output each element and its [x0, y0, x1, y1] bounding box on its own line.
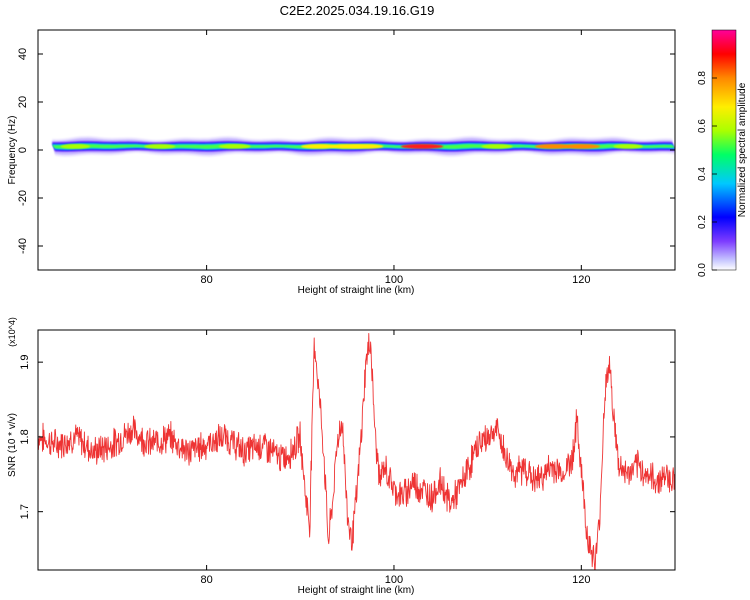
- snr-x-ticks: 80 100 120: [200, 330, 591, 586]
- spectral-peak: [60, 144, 91, 149]
- colorbar-label: Normalized spectral amplitude: [737, 82, 748, 217]
- snr-x-tick-label: 80: [200, 574, 212, 586]
- spectrogram-y-tick-label: -20: [17, 190, 29, 206]
- spectral-peak: [400, 144, 444, 149]
- snr-x-tick-label: 100: [385, 574, 403, 586]
- snr-y-tick-label: 1.9: [19, 355, 31, 370]
- spectral-peak: [534, 144, 572, 149]
- colorbar-tick-label: 0.2: [697, 215, 708, 229]
- figure-title: C2E2.2025.034.19.16.G19: [280, 3, 435, 18]
- spectral-peak: [144, 144, 176, 149]
- colorbar-gradient: [711, 29, 737, 271]
- colorbar-tick-label: 0.4: [697, 167, 708, 181]
- spectral-peak: [481, 144, 513, 149]
- spectral-peak: [218, 144, 251, 149]
- spectrogram-y-tick-label: 0: [17, 147, 29, 153]
- spectral-peak: [348, 144, 384, 149]
- spectrogram-panel: -40 -20 0 20 40 80 100 120 Height of straight …: [7, 29, 676, 296]
- spectrogram-x-tick-label: 120: [572, 274, 590, 286]
- spectrogram-y-tick-label: 40: [17, 48, 29, 60]
- snr-x-axis-label: Height of straight line (km): [298, 585, 415, 596]
- snr-y-tick-label: 1.8: [19, 429, 31, 444]
- spectrogram-y-tick-label: -40: [17, 238, 29, 254]
- colorbar-ticks: 0.0 0.2 0.4 0.6 0.8: [697, 71, 717, 277]
- spectrogram-y-ticks: -40 -20 0 20 40: [17, 48, 675, 254]
- snr-x-tick-label: 120: [572, 574, 590, 586]
- colorbar-tick-label: 0.8: [697, 71, 708, 85]
- snr-y-multiplier: (x10^4): [7, 317, 17, 347]
- spectrogram-x-axis-label: Height of straight line (km): [298, 285, 415, 296]
- spectrogram-y-tick-label: 20: [17, 96, 29, 108]
- spectral-peak: [301, 144, 338, 149]
- colorbar-tick-label: 0.0: [697, 263, 708, 277]
- colorbar: 0.0 0.2 0.4 0.6 0.8 Normalized spectral ampl…: [697, 29, 748, 277]
- snr-y-axis-label: SNR (10 * v/v): [7, 413, 18, 477]
- spectral-band: [52, 135, 675, 157]
- spectral-peak: [562, 144, 601, 149]
- snr-y-tick-label: 1.7: [19, 504, 31, 519]
- spectrogram-x-tick-label: 80: [200, 274, 212, 286]
- snr-y-ticks: 1.7 1.8 1.9: [19, 355, 675, 519]
- snr-panel: 1.7 1.8 1.9 80 100 120 Height of straight li…: [7, 317, 676, 596]
- colorbar-tick-label: 0.6: [697, 119, 708, 133]
- snr-series-line: [38, 332, 675, 570]
- snr-frame: [37, 329, 676, 571]
- spectral-peak: [613, 144, 643, 149]
- spectrogram-y-axis-label: Frequency (Hz): [7, 116, 18, 185]
- spectrogram-x-tick-label: 100: [385, 274, 403, 286]
- spectrogram-x-ticks: 80 100 120: [200, 30, 591, 286]
